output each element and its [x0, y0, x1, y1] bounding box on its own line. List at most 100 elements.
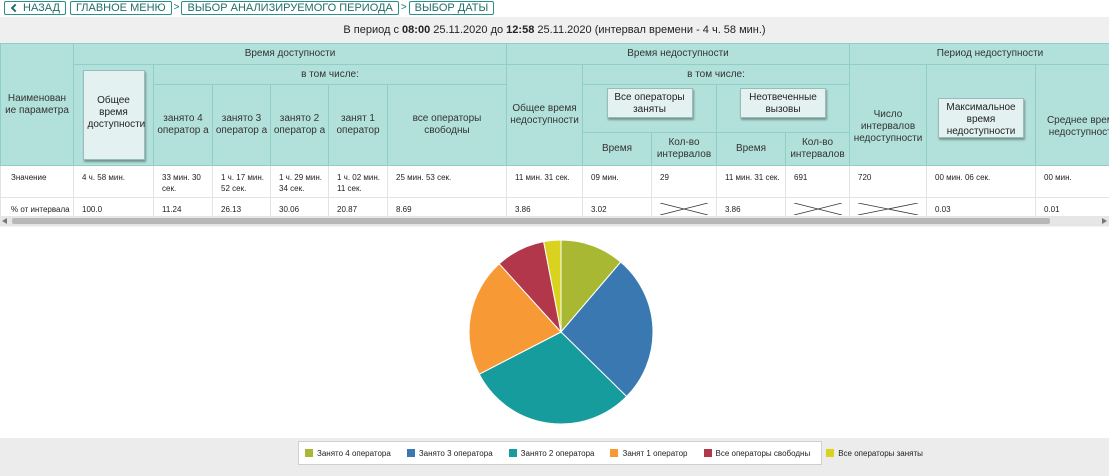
- legend-label: Все операторы свободны: [715, 448, 811, 458]
- report-table-container[interactable]: Наименован ие параметра Время доступност…: [0, 43, 1109, 227]
- unavailability-period-group-header: Период недоступности: [848, 43, 1109, 65]
- all-free-header: все операторы свободны: [387, 84, 507, 166]
- max-time-cell: 0.03: [926, 197, 1036, 219]
- breadcrumb-nav: НАЗАД ГЛАВНОЕ МЕНЮ > ВЫБОР АНАЛИЗИРУЕМОГ…: [0, 0, 495, 15]
- pie-slice[interactable]: [478, 331, 628, 425]
- legend-item[interactable]: Занято 3 оператора: [406, 449, 493, 458]
- legend-label: Занято 4 оператора: [317, 448, 391, 458]
- busy2-header: занято 2 оператор а: [270, 84, 329, 166]
- all-free-cell: 25 мин. 53 сек.: [387, 165, 507, 198]
- unanswered-button[interactable]: Неотвеченные вызовы: [740, 88, 826, 118]
- breadcrumb-separator: >: [400, 2, 407, 13]
- unavailability-total-header: Общее время недоступности: [506, 64, 583, 166]
- period-start-date: 25.11.2020: [433, 24, 488, 36]
- legend-label: Все операторы заняты: [838, 448, 923, 458]
- table-row: Значение 4 ч. 58 мин. 33 мин. 30 сек. 1 …: [0, 165, 1109, 198]
- row-name-cell: Значение: [0, 165, 74, 198]
- total-available-cell: 4 ч. 58 мин.: [73, 165, 154, 198]
- all-busy-count-cell: 29: [651, 165, 717, 198]
- unanswered-time-cell: 11 мин. 31 сек.: [716, 165, 786, 198]
- param-name-header: Наименован ие параметра: [0, 43, 74, 166]
- all-busy-time-cell: 09 мин.: [582, 165, 652, 198]
- pie-chart: [468, 239, 654, 425]
- busy3-header: занято 3 оператор а: [212, 84, 271, 166]
- availability-group-header: Время доступности: [73, 43, 507, 65]
- max-time-cell: 00 мин. 06 сек.: [926, 165, 1036, 198]
- pie-slice[interactable]: [543, 239, 562, 333]
- select-date-button[interactable]: ВЫБОР ДАТЫ: [408, 0, 495, 15]
- total-unavailable-cell: 3.86: [506, 197, 583, 219]
- select-period-button[interactable]: ВЫБОР АНАЛИЗИРУЕМОГО ПЕРИОДА: [181, 0, 399, 15]
- max-time-button[interactable]: Максимальное время недоступности: [938, 98, 1024, 138]
- breadcrumb-separator: >: [173, 2, 180, 13]
- period-end-date: 25.11.2020: [537, 24, 592, 36]
- all-busy-button[interactable]: Все операторы заняты: [606, 88, 693, 118]
- busy4-header: занято 4 оператор а: [153, 84, 213, 166]
- period-end-time: 12:58: [506, 24, 535, 36]
- availability-including-header: в том числе:: [153, 64, 507, 85]
- all-busy-count-header: Кол-во интервалов: [656, 137, 712, 160]
- scroll-left-icon[interactable]: [2, 218, 7, 224]
- busy4-cell: 11.24: [153, 197, 213, 219]
- legend-swatch: [305, 449, 313, 457]
- all-busy-time-header: Время: [584, 133, 652, 165]
- availability-total-header: Общее время доступности: [73, 64, 154, 166]
- unanswered-count-cell: 691: [785, 165, 850, 198]
- legend-swatch: [703, 449, 712, 457]
- legend-item[interactable]: Занято 2 оператора: [508, 448, 595, 458]
- total-unavailable-cell: 11 мин. 31 сек.: [506, 165, 583, 198]
- availability-total-button[interactable]: Общее время доступности: [82, 70, 145, 160]
- not-applicable-cell: [785, 197, 850, 219]
- interval-count-cell: 720: [849, 165, 927, 198]
- all-busy-time-cell: 3.02: [582, 197, 652, 219]
- all-free-cell: 8.69: [387, 197, 507, 219]
- legend-label: Занято 2 оператора: [520, 448, 595, 458]
- back-button[interactable]: НАЗАД: [4, 0, 66, 15]
- legend-item[interactable]: Все операторы заняты: [826, 449, 923, 458]
- pie-slice[interactable]: [468, 263, 562, 375]
- unanswered-count-header: Кол-во интервалов: [790, 137, 845, 160]
- period-start-time: 08:00: [402, 24, 431, 36]
- busy3-cell: 1 ч. 17 мин. 52 сек.: [212, 165, 271, 198]
- legend-item[interactable]: Все операторы свободны: [703, 448, 811, 458]
- legend-swatch: [610, 449, 619, 457]
- legend-label: Занят 1 оператор: [622, 448, 688, 458]
- avg-time-header: Среднее время недоступности: [1034, 64, 1109, 166]
- interval-count-header: Число интервалов недоступности: [849, 64, 927, 166]
- legend-swatch: [406, 449, 415, 457]
- period-to: до: [490, 24, 504, 36]
- chevron-left-icon: [10, 3, 20, 12]
- legend-item[interactable]: Занято 4 оператора: [305, 449, 391, 458]
- max-time-header: Максимальное время недоступности: [926, 64, 1036, 166]
- table-row: % от интервала 100.0 11.24 26.13 30.06 2…: [0, 197, 1109, 219]
- total-available-cell: 100.0: [73, 197, 154, 219]
- back-label: НАЗАД: [23, 1, 60, 14]
- busy2-cell: 30.06: [270, 197, 329, 219]
- cross-out-icon: [794, 203, 842, 215]
- period-prefix: В период с: [343, 24, 399, 36]
- period-info: В период с 08:00 25.11.2020 до 12:58 25.…: [0, 24, 1109, 36]
- avg-time-cell: 0.01: [1034, 197, 1109, 219]
- legend-swatch: [826, 449, 835, 457]
- scrollbar-thumb[interactable]: [12, 218, 1050, 224]
- pie-slice[interactable]: [560, 239, 622, 334]
- avg-time-cell: 00 мин.: [1034, 165, 1109, 198]
- unanswered-time-header: Время: [718, 133, 786, 165]
- busy1-header: занят 1 оператор: [328, 84, 388, 166]
- main-menu-button[interactable]: ГЛАВНОЕ МЕНЮ: [69, 0, 172, 15]
- chart-area: [0, 228, 1109, 438]
- scroll-right-icon[interactable]: [1102, 218, 1107, 224]
- busy1-cell: 1 ч. 02 мин. 11 сек.: [328, 165, 388, 198]
- legend-swatch: [508, 449, 517, 457]
- cross-out-icon: [858, 203, 918, 215]
- busy4-cell: 33 мин. 30 сек.: [153, 165, 213, 198]
- unanswered-time-cell: 3.86: [716, 197, 786, 219]
- horizontal-scrollbar[interactable]: [0, 216, 1109, 226]
- chart-legend: Занято 4 оператора Занято 3 оператора Заня…: [298, 441, 923, 465]
- report-table: Наименован ие параметра Время доступност…: [0, 43, 1109, 219]
- legend-item[interactable]: Занят 1 оператор: [610, 448, 688, 458]
- pie-slice[interactable]: [560, 261, 654, 398]
- period-strip: [0, 17, 1109, 43]
- all-busy-header: Все операторы заняты Время Кол-во интерв…: [582, 84, 717, 166]
- period-interval: (интервал времени - 4 ч. 58 мин.): [594, 24, 766, 36]
